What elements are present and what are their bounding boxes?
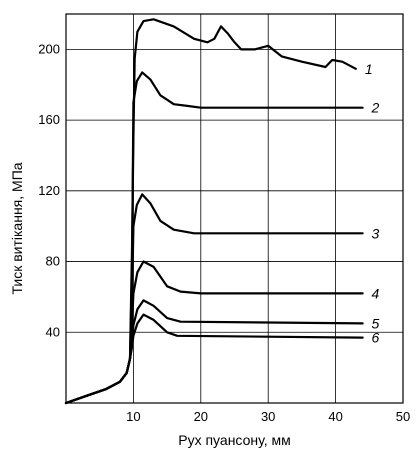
series-label-5: 5 [372,315,380,331]
x-tick-label: 40 [328,409,342,424]
series-lines [64,18,364,405]
tick-labels: 10 20 30 40 50 40 80 120 160 200 [38,41,410,424]
series-line-3 [64,193,364,405]
y-tick-label: 160 [38,112,60,127]
series-label-3: 3 [372,225,380,241]
x-tick-label: 30 [261,409,275,424]
x-axis-label: Рух пуансону, мм [178,432,290,448]
series-labels: 1 2 3 4 56 [365,61,380,346]
x-tick-label: 10 [126,409,140,424]
x-tick-label: 20 [194,409,208,424]
series-line-1 [64,18,357,405]
y-tick-label: 200 [38,41,60,56]
series-label-6: 6 [372,330,380,346]
grid [66,14,403,403]
y-tick-label: 40 [46,324,60,339]
series-line-6 [64,313,364,405]
series-label-4: 4 [372,285,380,301]
series-label-2: 2 [371,100,380,116]
y-tick-label: 120 [38,183,60,198]
series-label-1: 1 [365,61,373,77]
y-tick-label: 80 [46,254,60,269]
series-line-2 [64,71,364,405]
x-tick-label: 50 [396,409,410,424]
y-axis-label: Тиск витікання, МПа [9,162,25,294]
plot-frame [65,13,404,404]
